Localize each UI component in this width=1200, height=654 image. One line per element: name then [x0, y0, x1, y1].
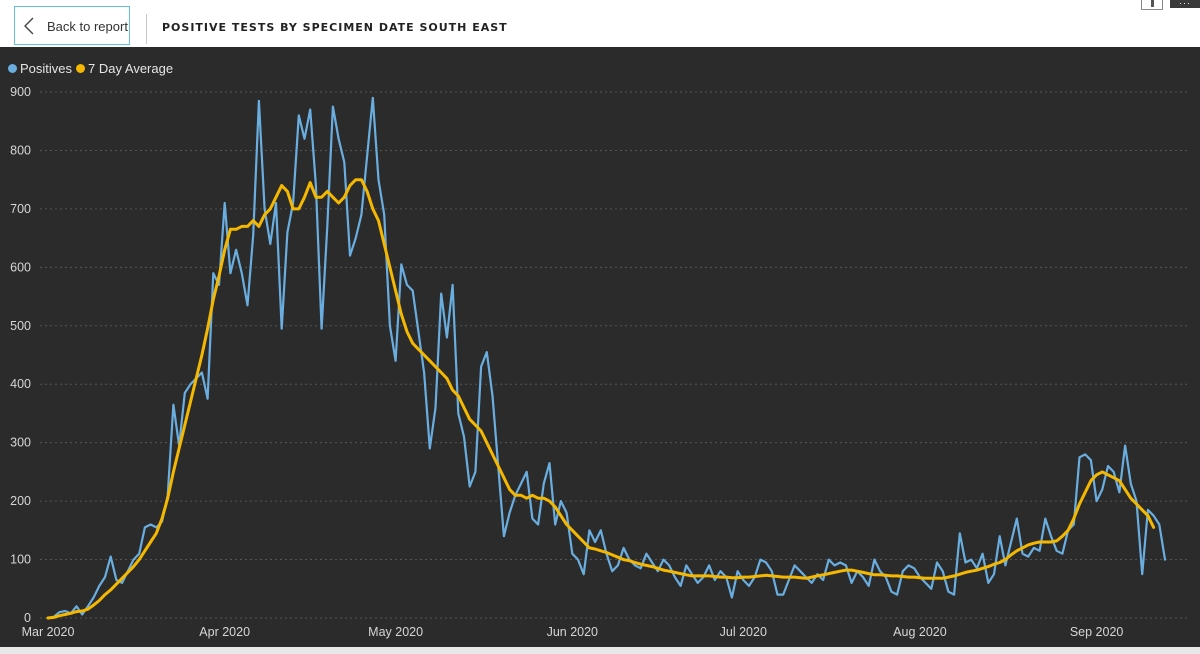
chart-legend: Positives 7 Day Average [8, 60, 177, 76]
average-legend-dot [76, 63, 86, 73]
line-chart: 0 100 200 300 400 500 600 700 800 900 Mar 2020 Apr… [10, 85, 1190, 639]
y-tick-label: 300 [10, 436, 31, 450]
back-to-report-button[interactable]: Back to report [14, 6, 130, 45]
positives-series-line[interactable] [46, 96, 1167, 620]
y-tick-label: 400 [10, 377, 31, 391]
y-tick-label: 800 [10, 143, 31, 157]
x-axis-ticks: Mar 2020 Apr 2020 May 2020 Jun 2020 Jul 2020… [22, 625, 1124, 639]
x-tick-label: May 2020 [368, 625, 423, 639]
y-tick-label: 200 [10, 494, 31, 508]
legend-label-7-day-average: 7 Day Average [88, 60, 174, 76]
y-axis-ticks: 0 100 200 300 400 500 600 700 800 900 [10, 85, 31, 625]
seven-day-average-series-line[interactable] [46, 178, 1156, 620]
x-tick-label: Mar 2020 [22, 625, 75, 639]
y-tick-label: 600 [10, 260, 31, 274]
x-tick-label: Jun 2020 [547, 625, 598, 639]
x-tick-label: Jul 2020 [720, 625, 767, 639]
x-tick-label: Sep 2020 [1070, 625, 1124, 639]
page-title: POSITIVE TESTS BY SPECIMEN DATE SOUTH EA… [162, 21, 508, 34]
gridlines [40, 91, 1190, 619]
y-tick-label: 0 [24, 611, 31, 625]
focus-mode-icon[interactable] [1141, 0, 1163, 10]
bottom-strip [0, 647, 1200, 654]
y-tick-label: 900 [10, 85, 31, 99]
header-divider [146, 14, 147, 44]
y-tick-label: 500 [10, 319, 31, 333]
x-tick-label: Aug 2020 [893, 625, 947, 639]
x-tick-label: Apr 2020 [199, 625, 250, 639]
y-tick-label: 700 [10, 202, 31, 216]
more-options-icon[interactable]: ··· [1170, 0, 1200, 8]
y-tick-label: 100 [10, 553, 31, 567]
positives-legend-dot [8, 63, 17, 73]
legend-item-positives[interactable]: Positives [8, 61, 72, 76]
legend-item-7-day-average[interactable]: 7 Day Average [76, 61, 173, 76]
back-to-report-label: Back to report [47, 19, 128, 34]
chart-area [0, 47, 1200, 647]
legend-label-positives: Positives [20, 60, 73, 76]
top-bar: Back to report POSITIVE TESTS BY SPECIME… [0, 0, 1200, 47]
series [46, 96, 1167, 620]
chevron-left-icon [24, 17, 34, 35]
